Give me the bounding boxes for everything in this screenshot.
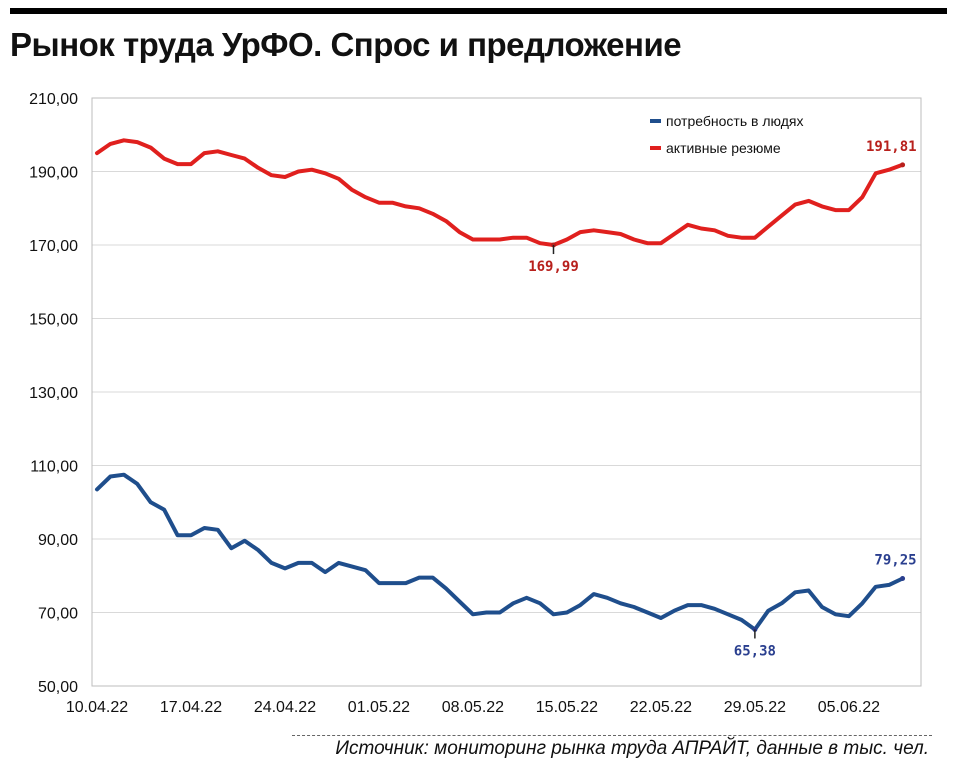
- x-axis-labels: 10.04.22 17.04.22 24.04.22 01.05.22 08.05.22…: [66, 699, 880, 716]
- y-tick-label: 170,00: [29, 238, 78, 255]
- y-axis-labels: 210,00 190,00 170,00 150,00 130,00 110,00 90,0…: [29, 91, 78, 696]
- source-rule: [292, 735, 932, 736]
- legend-swatch-demand: [650, 119, 661, 123]
- x-tick-label: 05.06.22: [818, 699, 880, 716]
- series-line-resumes: [95, 138, 905, 247]
- chart-title: Рынок труда УрФО. Спрос и предложение: [10, 26, 682, 63]
- x-tick-label: 08.05.22: [442, 699, 504, 716]
- x-tick-label: 22.05.22: [630, 699, 692, 716]
- x-tick-label: 10.04.22: [66, 699, 128, 716]
- top-rule: [10, 8, 947, 14]
- annotation-marker: [900, 576, 906, 582]
- y-tick-label: 210,00: [29, 91, 78, 108]
- y-tick-label: 90,00: [38, 532, 78, 549]
- y-tick-label: 190,00: [29, 165, 78, 182]
- annotations: 169,99 191,81 65,38 79,25: [528, 139, 916, 660]
- y-tick-label: 50,00: [38, 679, 78, 696]
- y-tick-label: 110,00: [30, 459, 78, 476]
- x-tick-label: 17.04.22: [160, 699, 222, 716]
- legend-swatch-resumes: [650, 146, 661, 150]
- data-label: 65,38: [734, 643, 776, 659]
- series-line-demand: [95, 472, 905, 632]
- legend: потребность в людях активные резюме: [650, 113, 803, 156]
- x-tick-label: 24.04.22: [254, 699, 316, 716]
- y-tick-label: 150,00: [29, 312, 78, 329]
- data-label: 169,99: [528, 259, 579, 275]
- grid: [92, 97, 921, 687]
- plot-frame: [91, 97, 922, 687]
- line-chart: 210,00 190,00 170,00 150,00 130,00 110,00 90,0…: [29, 91, 922, 716]
- y-tick-label: 130,00: [29, 385, 78, 402]
- x-tick-label: 01.05.22: [348, 699, 410, 716]
- data-label: 79,25: [874, 553, 916, 569]
- annotation-marker: [900, 162, 906, 168]
- legend-label-demand: потребность в людях: [666, 113, 803, 129]
- data-label: 191,81: [866, 139, 917, 155]
- source-note: Источник: мониторинг рынка труда АПРАЙТ,…: [335, 738, 929, 759]
- legend-label-resumes: активные резюме: [666, 140, 781, 156]
- y-tick-label: 70,00: [38, 606, 78, 623]
- x-tick-label: 15.05.22: [536, 699, 598, 716]
- series: [95, 138, 905, 632]
- x-tick-label: 29.05.22: [724, 699, 786, 716]
